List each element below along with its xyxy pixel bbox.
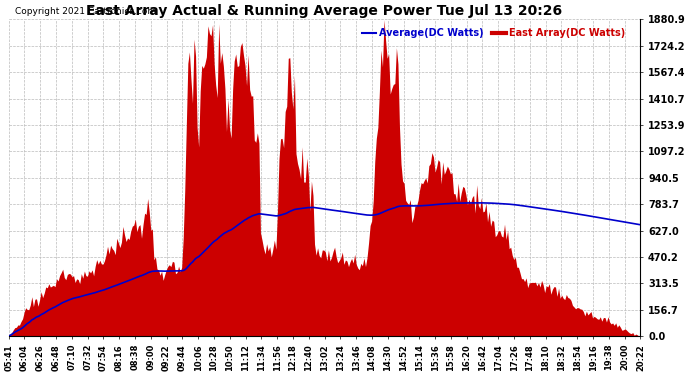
Text: Copyright 2021 Cartronics.com: Copyright 2021 Cartronics.com <box>15 7 156 16</box>
Title: East Array Actual & Running Average Power Tue Jul 13 20:26: East Array Actual & Running Average Powe… <box>86 4 562 18</box>
Legend: Average(DC Watts), East Array(DC Watts): Average(DC Watts), East Array(DC Watts) <box>358 24 629 42</box>
